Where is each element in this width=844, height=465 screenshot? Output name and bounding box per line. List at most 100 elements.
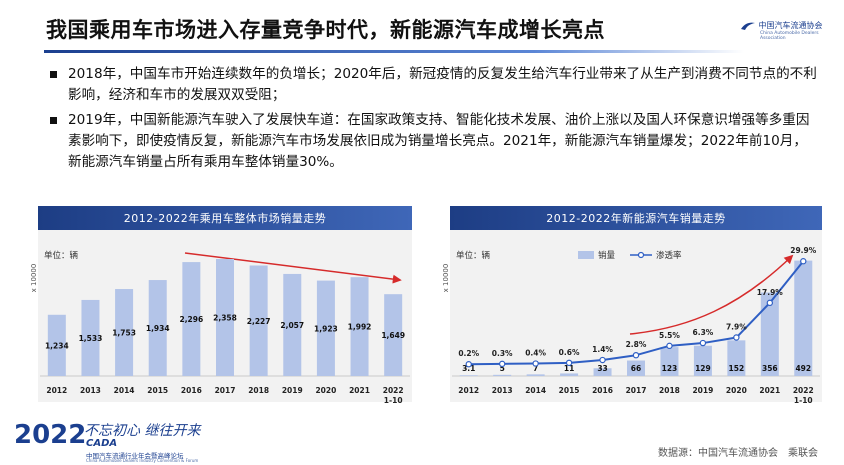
data-label: 6.3% bbox=[693, 328, 714, 337]
unit-label: 单位：辆 bbox=[44, 250, 79, 261]
data-label: 2.8% bbox=[626, 340, 647, 349]
data-label: 3.1 bbox=[462, 364, 475, 373]
legend-swatch bbox=[578, 251, 594, 259]
marker bbox=[800, 258, 807, 265]
data-label: 17.9% bbox=[757, 288, 784, 297]
data-label: 129 bbox=[695, 364, 711, 373]
data-label: 5.5% bbox=[659, 331, 680, 340]
x-tick-label: 2019 bbox=[282, 386, 303, 395]
bar bbox=[216, 259, 234, 376]
bar bbox=[560, 373, 579, 376]
trend-arrow bbox=[184, 252, 402, 284]
data-label: 1,992 bbox=[348, 323, 372, 332]
x-tick-label: 2016 bbox=[181, 386, 202, 395]
footer-event: 中国汽车流通行业年会暨高峰论坛 bbox=[86, 452, 184, 460]
panel-header bbox=[38, 206, 412, 230]
bar bbox=[727, 340, 746, 376]
bullet: 2019年，中国新能源汽车驶入了发展快车道：在国家政策支持、智能化技术发展、油价… bbox=[48, 110, 820, 173]
trend-arrow bbox=[629, 254, 794, 335]
data-label: 29.9% bbox=[790, 246, 817, 255]
marker bbox=[733, 334, 740, 341]
x-tick-label: 2012 bbox=[46, 386, 67, 395]
data-label: 1.4% bbox=[592, 345, 613, 354]
x-tick-label: 2018 bbox=[659, 386, 680, 395]
logo-icon bbox=[741, 22, 755, 30]
x-tick-label: 2015 bbox=[559, 386, 580, 395]
marker bbox=[599, 356, 606, 364]
data-label: 1,923 bbox=[314, 324, 338, 333]
data-label: 1,533 bbox=[79, 334, 103, 343]
bar bbox=[693, 345, 712, 376]
data-label: 2,358 bbox=[213, 314, 237, 323]
bullet-list: 2018年，中国车市开始连续数年的负增长；2020年后，新冠疫情的反复发生给汽车… bbox=[48, 64, 820, 177]
data-label: 2,057 bbox=[280, 321, 304, 330]
bullet: 2018年，中国车市开始连续数年的负增长；2020年后，新冠疫情的反复发生给汽车… bbox=[48, 64, 820, 106]
data-label: 0.6% bbox=[559, 348, 580, 357]
footer-year: 2022 bbox=[14, 420, 87, 450]
y-axis-label: x 10000 bbox=[442, 264, 450, 293]
chart-title: 2012-2022年乘用车整体市场销量走势 bbox=[124, 211, 326, 225]
data-label: 2,227 bbox=[247, 317, 271, 326]
marker bbox=[532, 360, 539, 367]
data-label: 1,649 bbox=[381, 331, 405, 340]
data-label: 0.3% bbox=[492, 349, 513, 358]
data-label: 0.2% bbox=[458, 349, 479, 358]
bar bbox=[350, 277, 369, 376]
marker bbox=[632, 351, 640, 359]
x-tick-label: 2013 bbox=[80, 386, 101, 395]
x-tick-label: 2014 bbox=[114, 386, 135, 395]
x-tick-label: 2015 bbox=[147, 386, 168, 395]
data-label: 33 bbox=[597, 364, 607, 373]
title-rule bbox=[44, 50, 744, 53]
bar bbox=[283, 273, 302, 376]
footer-slogan: 不忘初心 继往开来 bbox=[84, 423, 201, 439]
data-label: 7.9% bbox=[726, 323, 747, 332]
footer-event-english: China Automobile Dealers Industry Conven… bbox=[86, 458, 199, 463]
bar bbox=[660, 347, 679, 376]
bar bbox=[115, 289, 134, 376]
data-label: 5 bbox=[500, 364, 505, 373]
x-tick-label: 2020 bbox=[315, 386, 336, 395]
bar bbox=[47, 314, 66, 376]
data-label: 123 bbox=[662, 364, 678, 373]
bar bbox=[493, 374, 512, 376]
bar bbox=[627, 360, 645, 376]
data-label: 1,934 bbox=[146, 324, 170, 333]
x-tick-label: 2021 bbox=[349, 386, 370, 395]
marker bbox=[699, 339, 707, 347]
marker bbox=[498, 360, 506, 368]
x-tick-label: 2022 1-10 bbox=[383, 386, 404, 405]
x-tick-label: 2018 bbox=[248, 386, 269, 395]
logo: 中国汽车流通协会 China Automobile Dealers Associ… bbox=[740, 20, 840, 41]
y-axis-label: x 10000 bbox=[30, 264, 38, 293]
logo-name: 中国汽车流通协会 bbox=[758, 21, 823, 30]
unit-label: 单位：辆 bbox=[456, 250, 491, 261]
x-tick-label: 2016 bbox=[592, 386, 613, 395]
legend-label: 销量 bbox=[598, 250, 616, 261]
bar bbox=[316, 280, 335, 376]
data-label: 152 bbox=[729, 364, 745, 373]
marker bbox=[565, 359, 573, 367]
x-tick-label: 2017 bbox=[215, 386, 236, 395]
bar bbox=[384, 294, 403, 376]
data-label: 1,753 bbox=[112, 329, 136, 338]
bar bbox=[794, 260, 813, 376]
marker bbox=[465, 361, 472, 368]
footer-brand: CADA bbox=[86, 438, 118, 449]
bar bbox=[526, 374, 545, 376]
bar bbox=[593, 368, 612, 376]
data-label: 11 bbox=[564, 364, 574, 373]
data-label: 2,296 bbox=[179, 315, 203, 324]
data-label: 1,234 bbox=[45, 341, 69, 350]
bar bbox=[182, 262, 201, 376]
legend-swatch bbox=[637, 251, 645, 259]
source-note: 数据源：中国汽车流通协会 乘联会 bbox=[658, 448, 818, 459]
x-tick-label: 2012 bbox=[458, 386, 479, 395]
bar bbox=[148, 280, 167, 376]
marker bbox=[766, 299, 774, 307]
data-label: 0.4% bbox=[525, 349, 546, 358]
logo-english: China Automobile Dealers Association bbox=[760, 31, 819, 41]
bar bbox=[459, 375, 478, 376]
